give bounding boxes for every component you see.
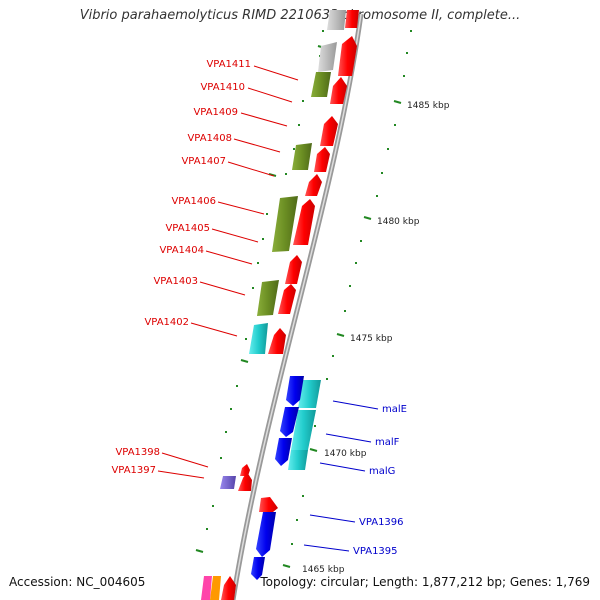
- genome-summary-text: Topology: circular; Length: 1,877,212 bp…: [260, 575, 590, 589]
- map-title: Vibrio parahaemolyticus RIMD 2210633 chr…: [79, 8, 521, 23]
- left-leader-lines: [157, 65, 299, 479]
- gene-arrow[interactable]: [293, 199, 315, 245]
- gene-arrow[interactable]: [345, 10, 359, 28]
- gene-arrow[interactable]: [305, 174, 322, 196]
- gene-label-vpa1409[interactable]: VPA1409: [193, 107, 238, 118]
- gene-arrow[interactable]: [286, 376, 304, 406]
- gene-block-olive[interactable]: [257, 280, 279, 316]
- other-genes: [201, 10, 346, 600]
- gene-block-cyan[interactable]: [249, 323, 268, 354]
- gene-label-vpa1397[interactable]: VPA1397: [111, 465, 156, 476]
- gene-arrow[interactable]: [240, 464, 250, 476]
- scale-label-1485: 1485 kbp: [407, 101, 450, 111]
- gene-label-vpa1411[interactable]: VPA1411: [206, 59, 251, 70]
- gene-arrow[interactable]: [256, 512, 276, 557]
- gene-label-vpa1407[interactable]: VPA1407: [181, 156, 226, 167]
- gene-label-vpa1402[interactable]: VPA1402: [144, 317, 189, 328]
- gene-block-gray[interactable]: [318, 42, 337, 72]
- gene-arrow[interactable]: [314, 147, 330, 172]
- gene-arrow[interactable]: [338, 36, 357, 76]
- gene-arrow[interactable]: [221, 576, 236, 600]
- gene-label-vpa1410[interactable]: VPA1410: [200, 82, 245, 93]
- gene-label-malg[interactable]: malG: [369, 466, 395, 477]
- reverse-strand-genes: [251, 376, 304, 580]
- accession-text: Accession: NC_004605: [9, 575, 146, 589]
- gene-block-gray[interactable]: [327, 10, 346, 30]
- gene-label-male[interactable]: malE: [382, 404, 407, 415]
- gene-block-olive[interactable]: [292, 143, 312, 170]
- scale-label-1480: 1480 kbp: [377, 217, 420, 227]
- gene-arrow[interactable]: [259, 497, 278, 512]
- gene-arrow[interactable]: [268, 328, 286, 354]
- gene-label-vpa1395[interactable]: VPA1395: [353, 546, 398, 557]
- gene-block-cyan[interactable]: [288, 450, 308, 470]
- forward-strand-genes: [221, 10, 359, 600]
- gene-arrow[interactable]: [278, 284, 296, 314]
- gene-arrow[interactable]: [275, 438, 292, 466]
- gene-label-vpa1406[interactable]: VPA1406: [171, 196, 216, 207]
- gene-arrow[interactable]: [330, 77, 347, 104]
- gene-block-orange[interactable]: [210, 576, 221, 600]
- gene-label-vpa1408[interactable]: VPA1408: [187, 133, 232, 144]
- scale-label-1465: 1465 kbp: [302, 565, 345, 575]
- gene-block-pink[interactable]: [201, 576, 212, 600]
- scale-label-1475: 1475 kbp: [350, 334, 393, 344]
- gene-label-vpa1398[interactable]: VPA1398: [115, 447, 160, 458]
- gene-block-olive[interactable]: [272, 196, 298, 252]
- gene-arrow[interactable]: [320, 116, 338, 146]
- gene-arrow[interactable]: [285, 255, 302, 284]
- gene-arrow[interactable]: [251, 557, 265, 580]
- gene-label-vpa1404[interactable]: VPA1404: [159, 245, 204, 256]
- gene-label-vpa1405[interactable]: VPA1405: [165, 223, 210, 234]
- gene-block-cyan[interactable]: [298, 380, 321, 408]
- gene-arrow[interactable]: [280, 407, 299, 437]
- gene-block-purple[interactable]: [220, 476, 236, 489]
- gene-label-malf[interactable]: malF: [375, 437, 400, 448]
- gene-arrow[interactable]: [238, 472, 252, 491]
- sequence-backbone-highlight: [232, 13, 362, 600]
- gene-label-vpa1403[interactable]: VPA1403: [153, 276, 198, 287]
- outer-ring-ticks: [291, 30, 412, 545]
- gene-label-vpa1396[interactable]: VPA1396: [359, 517, 404, 528]
- right-leader-lines: [303, 400, 379, 552]
- scale-label-1470: 1470 kbp: [324, 449, 367, 459]
- gene-block-olive[interactable]: [311, 72, 331, 97]
- gene-block-cyan[interactable]: [291, 410, 316, 450]
